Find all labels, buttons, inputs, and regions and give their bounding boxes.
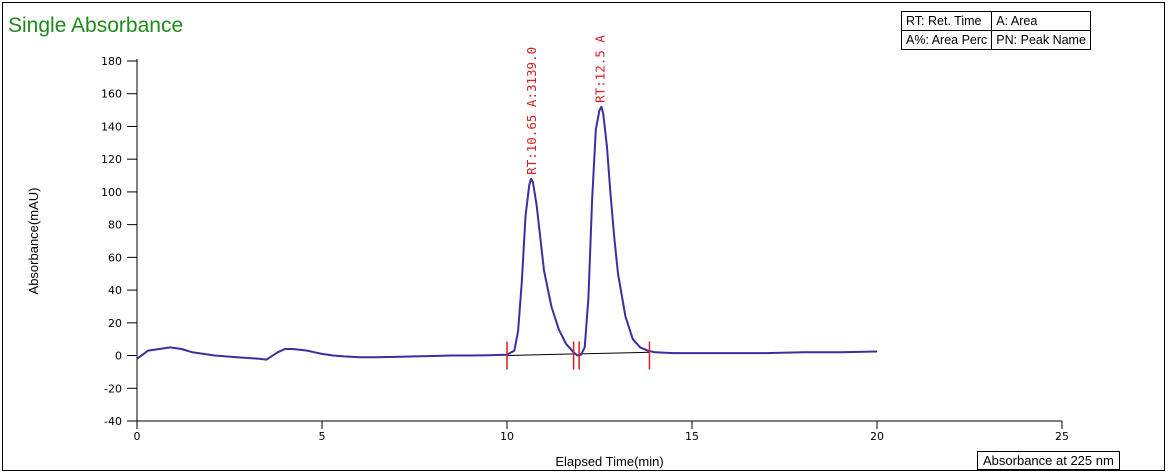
y-tick-label: 40 <box>108 284 122 297</box>
x-tick-label: 15 <box>685 430 699 443</box>
x-tick-label: 20 <box>870 430 884 443</box>
x-tick-label: 0 <box>134 430 141 443</box>
y-tick-label: 80 <box>108 219 122 232</box>
x-tick-label: 25 <box>1055 430 1069 443</box>
legend-table: RT: Ret. Time A: Area A%: Area Perc PN: … <box>900 11 1091 50</box>
y-tick-label: 120 <box>101 153 122 166</box>
y-tick-label: 160 <box>101 88 122 101</box>
x-tick-label: 10 <box>500 430 514 443</box>
legend-area: A: Area <box>991 11 1091 31</box>
legend-peak-name: PN: Peak Name <box>991 30 1091 50</box>
y-tick-label: -20 <box>104 382 122 395</box>
x-tick-label: 5 <box>319 430 326 443</box>
y-tick-label: 0 <box>115 350 122 363</box>
y-tick-label: 20 <box>108 317 122 330</box>
y-tick-label: -40 <box>104 415 122 428</box>
y-tick-label: 140 <box>101 120 122 133</box>
axes <box>136 59 1062 422</box>
y-tick-label: 180 <box>101 55 122 68</box>
detector-label: Absorbance at 225 nm <box>977 451 1120 470</box>
legend-area-perc: A%: Area Perc <box>900 30 993 50</box>
peak-annotation: RT:10.65 A:3139.0 <box>524 47 539 175</box>
absorbance-trace <box>136 105 878 361</box>
peak-annotation: RT:12.5 A <box>593 35 608 103</box>
integration-markers <box>506 341 651 370</box>
chart-title: Single Absorbance <box>8 14 184 37</box>
y-axis-label: Absorbance(mAU) <box>26 188 41 295</box>
y-tick-label: 100 <box>101 186 122 199</box>
trace-group <box>136 105 878 361</box>
baselines <box>506 351 650 357</box>
baseline-segment <box>579 351 650 355</box>
y-tick-label: 60 <box>108 251 122 264</box>
x-axis-label: Elapsed Time(min) <box>555 454 663 469</box>
baseline-segment <box>506 353 576 357</box>
ticks: -40 -20 0 20 40 60 80 100 120 140 160 180 0 5 10 15 20 25 <box>101 55 1069 443</box>
peak-annotations: RT:10.65 A:3139.0 RT:12.5 A <box>524 35 607 175</box>
